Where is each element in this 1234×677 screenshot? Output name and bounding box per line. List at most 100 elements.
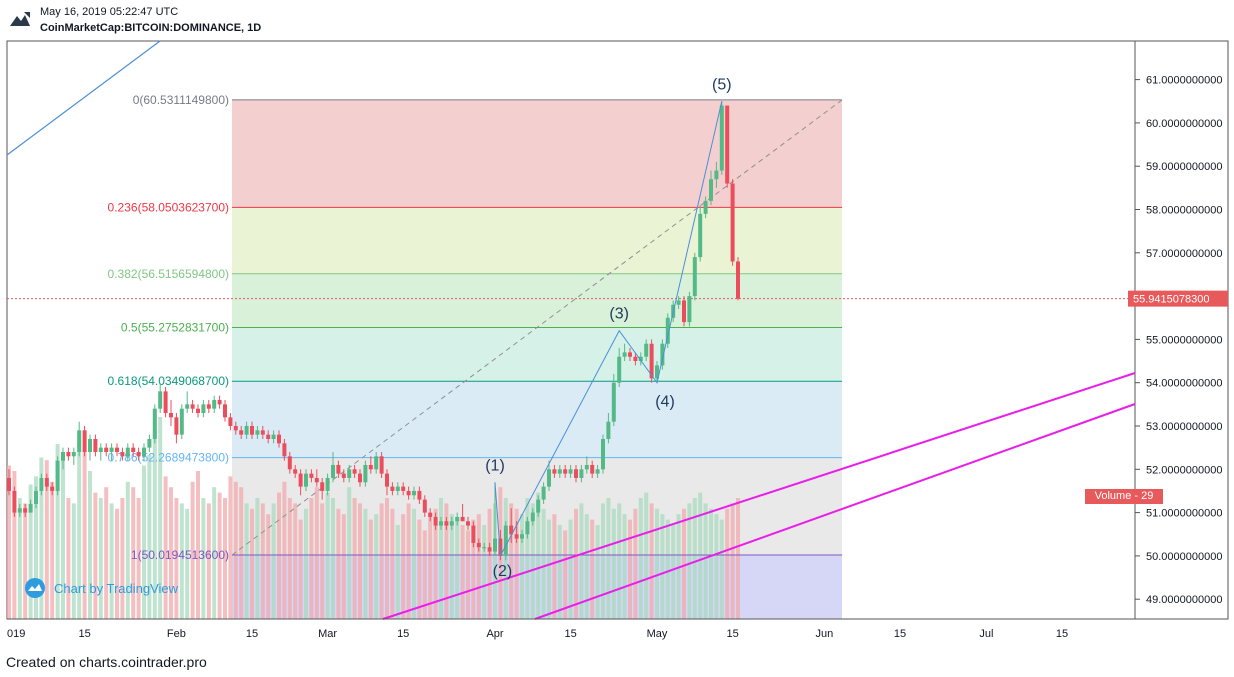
candle[interactable] [147, 434, 152, 452]
candle[interactable] [196, 404, 200, 418]
candle[interactable] [228, 413, 233, 431]
candle[interactable] [282, 438, 287, 461]
candle[interactable] [169, 400, 173, 426]
candle[interactable] [525, 516, 530, 539]
candle[interactable] [552, 464, 557, 478]
candle[interactable] [293, 464, 298, 478]
candle[interactable] [579, 464, 584, 483]
candle[interactable] [152, 404, 157, 444]
candle[interactable] [590, 460, 595, 478]
candle[interactable] [98, 443, 103, 461]
candle[interactable] [82, 426, 87, 457]
candle[interactable] [233, 421, 238, 435]
candle[interactable] [217, 395, 222, 409]
candle[interactable] [611, 374, 616, 426]
candle[interactable] [649, 339, 654, 383]
candle[interactable] [379, 451, 384, 478]
candle[interactable] [682, 296, 686, 327]
candle[interactable] [541, 482, 546, 504]
candle[interactable] [617, 348, 622, 388]
trend-line[interactable] [6, 40, 161, 156]
candle[interactable] [709, 170, 713, 206]
candle[interactable] [358, 469, 362, 487]
candle[interactable] [331, 451, 335, 483]
candle[interactable] [433, 512, 438, 530]
candle[interactable] [109, 443, 114, 461]
candle[interactable] [547, 460, 551, 491]
candle[interactable] [250, 421, 254, 439]
candle[interactable] [574, 464, 578, 483]
candle[interactable] [736, 257, 740, 301]
candle[interactable] [50, 482, 55, 496]
candle[interactable] [449, 516, 454, 530]
price-scale[interactable] [1134, 40, 1229, 620]
candle[interactable] [131, 443, 136, 457]
candle[interactable] [660, 339, 665, 370]
candle[interactable] [66, 447, 71, 461]
candle[interactable] [390, 482, 395, 496]
candle[interactable] [190, 400, 195, 414]
candle[interactable] [417, 486, 422, 504]
candle[interactable] [644, 339, 649, 362]
candle[interactable] [606, 413, 611, 444]
candle[interactable] [44, 473, 49, 491]
candle[interactable] [638, 352, 643, 366]
candle[interactable] [352, 464, 357, 478]
channel-upper-line[interactable] [382, 372, 1136, 620]
candle[interactable] [115, 443, 119, 457]
candle[interactable] [725, 105, 730, 188]
candle[interactable] [88, 434, 92, 461]
candle[interactable] [320, 477, 325, 500]
candle[interactable] [71, 447, 76, 465]
candle[interactable] [687, 291, 692, 327]
candle[interactable] [298, 469, 303, 496]
candle[interactable] [487, 542, 492, 556]
candle[interactable] [595, 464, 600, 478]
candle[interactable] [493, 482, 497, 556]
candle[interactable] [239, 426, 244, 439]
candle[interactable] [665, 313, 670, 349]
candle[interactable] [28, 499, 33, 513]
candle[interactable] [520, 529, 524, 543]
candle[interactable] [655, 361, 659, 383]
candle[interactable] [277, 430, 281, 448]
candle[interactable] [136, 447, 141, 461]
candle[interactable] [557, 464, 562, 478]
candle[interactable] [568, 464, 573, 478]
candle[interactable] [120, 447, 125, 461]
candle[interactable] [206, 400, 211, 414]
candle[interactable] [212, 395, 217, 414]
candle[interactable] [692, 252, 697, 301]
tradingview-watermark[interactable]: Chart by TradingView [22, 577, 178, 599]
candle[interactable] [622, 343, 627, 362]
candle[interactable] [444, 516, 449, 530]
candle[interactable] [55, 456, 60, 496]
candle[interactable] [563, 464, 568, 478]
candle[interactable] [730, 179, 735, 266]
candle[interactable] [266, 430, 271, 444]
candle[interactable] [287, 451, 292, 474]
channel-lower-line[interactable] [534, 403, 1136, 620]
candle[interactable] [179, 404, 184, 439]
candle[interactable] [406, 486, 411, 500]
candle[interactable] [412, 486, 416, 500]
candle[interactable] [23, 503, 28, 517]
candle[interactable] [163, 387, 168, 418]
candle[interactable] [439, 516, 443, 530]
candle[interactable] [385, 469, 389, 496]
candle[interactable] [428, 508, 433, 522]
candle[interactable] [698, 205, 703, 262]
candle[interactable] [347, 464, 352, 483]
candle[interactable] [314, 469, 319, 487]
candle[interactable] [244, 421, 249, 439]
candle[interactable] [255, 426, 260, 439]
candle[interactable] [536, 495, 541, 517]
candle[interactable] [61, 447, 65, 470]
elliott-wave-path[interactable] [494, 101, 723, 558]
candle[interactable] [309, 469, 314, 483]
candle[interactable] [509, 508, 514, 543]
candle[interactable] [34, 486, 38, 509]
candle[interactable] [142, 443, 146, 461]
candle[interactable] [703, 196, 708, 219]
